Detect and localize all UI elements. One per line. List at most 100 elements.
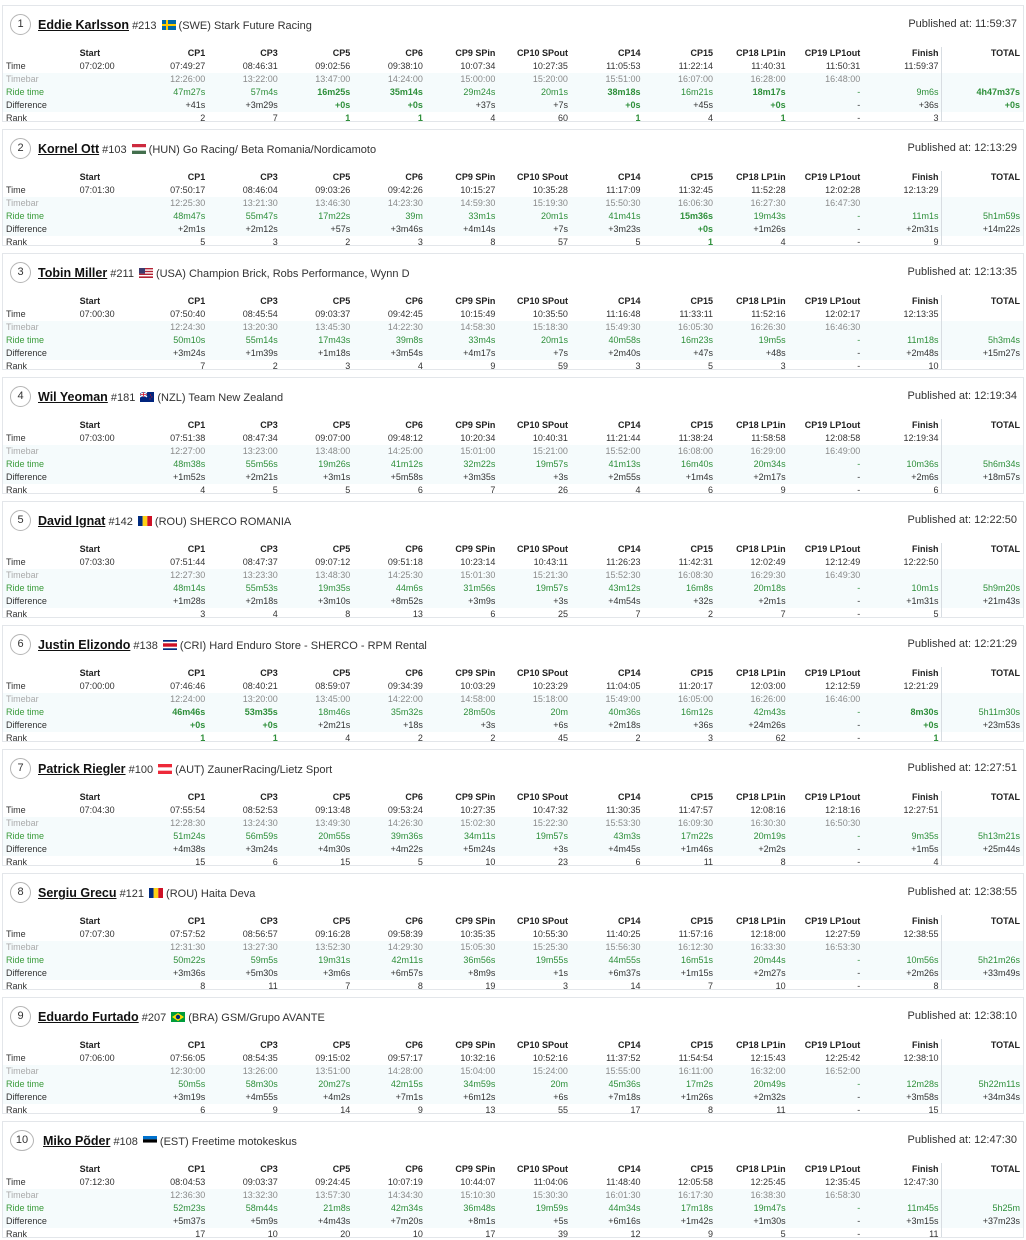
- timebar-cell: [941, 941, 1023, 954]
- column-header: Finish: [911, 172, 939, 182]
- column-header: CP3: [260, 48, 278, 58]
- ride-cell: 48m47s: [135, 210, 209, 223]
- ride-cell: 9m35s: [863, 830, 942, 843]
- country-code: (NZL): [157, 392, 186, 404]
- row-label: Ride time: [3, 582, 77, 595]
- rank-cell: 3: [562, 981, 568, 990]
- row-label: Timebar: [3, 693, 77, 706]
- rank-cell: 26: [557, 485, 568, 494]
- ride-cell: 55m47s: [208, 210, 281, 223]
- rank-cell: -: [857, 361, 861, 370]
- diff-cell: +6m57s: [353, 967, 426, 980]
- column-header: TOTAL: [941, 171, 1023, 184]
- rider-name-link[interactable]: Eduardo Furtado: [38, 1010, 139, 1024]
- row-label: Time: [6, 929, 26, 939]
- rider-name-link[interactable]: Miko Põder: [43, 1134, 111, 1148]
- column-header: CP6: [405, 544, 423, 554]
- rider-name-link[interactable]: Tobin Miller: [38, 266, 108, 280]
- rider-name-link[interactable]: Patrick Riegler: [38, 762, 126, 776]
- time-cell: 10:44:07: [460, 1177, 496, 1187]
- time-cell: 12:02:49: [750, 557, 786, 567]
- diff-cell: +1m26s: [643, 1091, 717, 1104]
- row-label: Ride time: [3, 830, 77, 843]
- column-header: Start: [79, 1040, 101, 1050]
- time-cell: 08:54:35: [242, 1053, 278, 1063]
- ride-cell: 5h9m20s: [941, 582, 1023, 595]
- timebar-cell: 14:26:30: [353, 817, 426, 830]
- ride-cell: 17m22s: [643, 830, 717, 843]
- card-header: 1 Eddie Karlsson #213 (SWE) Stark Future R…: [3, 6, 1023, 40]
- row-label: Rank: [6, 361, 28, 370]
- rank-cell: 2: [345, 237, 351, 246]
- column-header: Finish: [911, 48, 939, 58]
- diff-cell: +3s: [425, 719, 499, 732]
- diff-cell: +57s: [280, 223, 354, 236]
- ride-cell: 40m36s: [570, 706, 644, 719]
- time-cell: 07:57:52: [170, 929, 206, 939]
- rank-cell: 1: [780, 113, 786, 122]
- timebar-cell: 14:25:00: [353, 445, 426, 458]
- time-cell: 12:12:49: [825, 557, 861, 567]
- ride-cell: 50m5s: [135, 1078, 209, 1091]
- rider-name-link[interactable]: David Ignat: [38, 514, 106, 528]
- ride-cell: 10m1s: [863, 582, 942, 595]
- country-code: (CRI): [179, 640, 207, 652]
- rank-cell: 9: [708, 1229, 714, 1238]
- timebar-cell: 12:27:00: [135, 445, 209, 458]
- rider-number: #207: [141, 1012, 167, 1024]
- column-header: TOTAL: [941, 667, 1023, 680]
- timebar-cell: [76, 321, 136, 334]
- timebar-cell: 16:32:00: [716, 1065, 789, 1078]
- ride-cell: 42m34s: [353, 1202, 426, 1215]
- time-cell: 10:23:14: [460, 557, 496, 567]
- column-header: CP14: [617, 544, 641, 554]
- timebar-cell: 12:24:00: [135, 693, 209, 706]
- timebar-cell: 13:48:30: [280, 569, 354, 582]
- team-name: Champion Brick, Robs Performance, Wynn D: [188, 268, 410, 280]
- est-flag-icon: [142, 1136, 160, 1148]
- time-cell: [941, 804, 1023, 817]
- time-cell: 08:40:21: [242, 681, 278, 691]
- timebar-cell: [941, 321, 1023, 334]
- time-cell: [941, 60, 1023, 73]
- timebar-cell: 12:31:30: [135, 941, 209, 954]
- ride-cell: 43m3s: [570, 830, 644, 843]
- column-header: CP18 LP1in: [736, 420, 786, 430]
- rank-cell: 15: [928, 1105, 939, 1114]
- rank-cell: 3: [345, 361, 351, 370]
- timebar-cell: 15:18:30: [498, 321, 571, 334]
- rank-cell: 6: [933, 485, 939, 494]
- rank-row: Rank 5 3 2 3 8 57 5 1 4 - 9: [3, 236, 1023, 246]
- column-header: CP9 SPin: [455, 172, 496, 182]
- timebar-row: Timebar 12:36:30 13:32:30 13:57:30 14:34:30 1…: [3, 1189, 1023, 1202]
- time-cell: 12:13:29: [903, 185, 939, 195]
- time-cell: 10:43:11: [533, 557, 568, 567]
- rider-name-link[interactable]: Justin Elizondo: [38, 638, 131, 652]
- row-label: Rank: [6, 733, 28, 742]
- diff-cell: [76, 347, 136, 360]
- rank-cell: 3: [272, 237, 278, 246]
- timebar-cell: [863, 693, 942, 706]
- timebar-cell: 16:05:30: [643, 321, 717, 334]
- rider-name-link[interactable]: Eddie Karlsson: [38, 18, 129, 32]
- time-cell: 09:02:56: [315, 61, 351, 71]
- rider-name-link[interactable]: Kornel Ott: [38, 142, 100, 156]
- time-cell: 11:26:23: [606, 557, 641, 567]
- rider-name-link[interactable]: Wil Yeoman: [38, 390, 108, 404]
- rank-cell: 15: [340, 857, 351, 866]
- row-label: Timebar: [3, 569, 77, 582]
- position-badge: 8: [10, 882, 31, 903]
- position-badge: 4: [10, 386, 31, 407]
- timebar-cell: 16:58:30: [788, 1189, 864, 1202]
- card-header: 10 Miko Põder #108 (EST) Freetime motokesk…: [3, 1122, 1023, 1156]
- rank-cell: 17: [485, 1229, 496, 1238]
- rank-cell: 6: [417, 485, 423, 494]
- time-cell: 07:56:05: [170, 1053, 206, 1063]
- time-cell: 08:47:37: [242, 557, 278, 567]
- diff-cell: +3s: [498, 843, 571, 856]
- rider-name-link[interactable]: Sergiu Grecu: [38, 886, 117, 900]
- timebar-cell: 14:58:00: [425, 693, 499, 706]
- time-cell: 09:15:02: [315, 1053, 351, 1063]
- diff-cell: +4m43s: [280, 1215, 354, 1228]
- ride-cell: 11m18s: [863, 334, 942, 347]
